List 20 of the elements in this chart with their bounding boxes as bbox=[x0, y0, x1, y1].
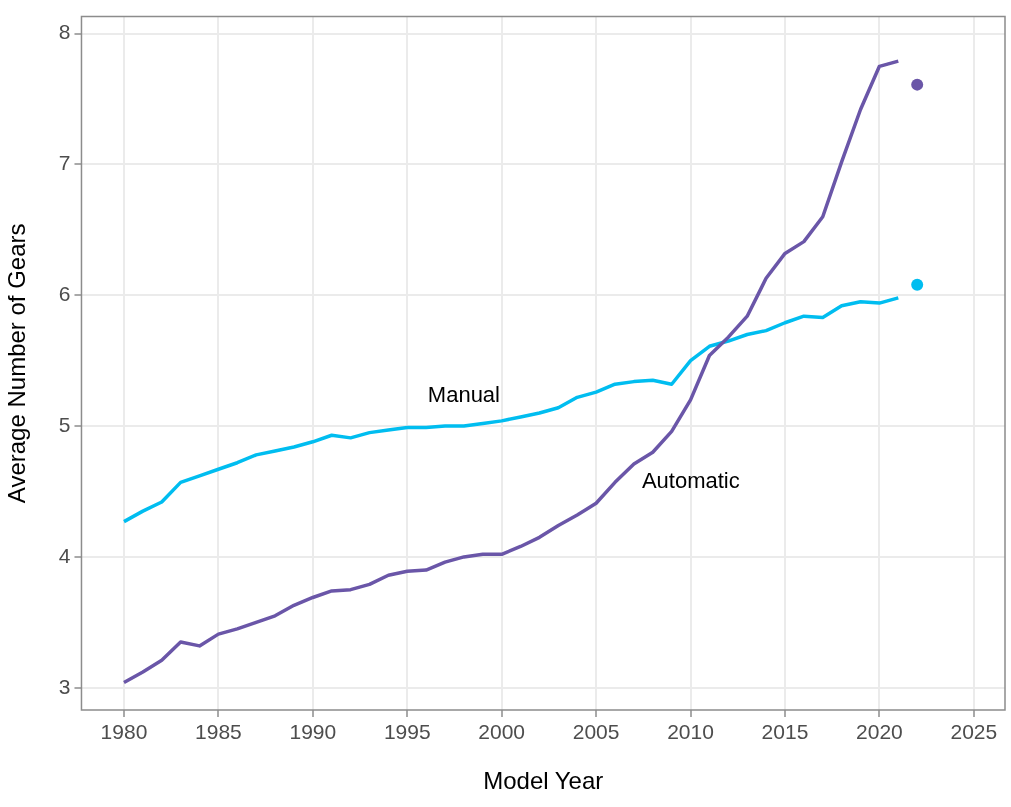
y-tick-label: 8 bbox=[58, 20, 71, 44]
x-axis-title: Model Year bbox=[483, 767, 604, 795]
y-tick-label: 4 bbox=[58, 543, 71, 567]
y-axis-title: Average Number of Gears bbox=[3, 223, 31, 504]
x-tick-label: 1990 bbox=[289, 720, 337, 744]
y-tick-label: 6 bbox=[58, 282, 71, 306]
x-tick-label: 2000 bbox=[478, 720, 526, 744]
y-tick-label: 5 bbox=[58, 412, 71, 436]
series-label: Automatic bbox=[641, 468, 740, 494]
x-tick-label: 1980 bbox=[100, 720, 148, 744]
x-tick-label: 2010 bbox=[667, 720, 714, 744]
x-tick-label: 2005 bbox=[572, 720, 620, 744]
y-tick-label: 3 bbox=[58, 674, 71, 698]
x-tick-label: 2020 bbox=[856, 720, 903, 744]
y-tick-label: 7 bbox=[58, 151, 71, 175]
x-tick-label: 2025 bbox=[950, 720, 998, 744]
x-tick-label: 1985 bbox=[195, 720, 242, 744]
series-label: Manual bbox=[427, 382, 500, 408]
x-tick-label: 1995 bbox=[383, 720, 431, 744]
x-tick-label: 2015 bbox=[761, 720, 809, 744]
